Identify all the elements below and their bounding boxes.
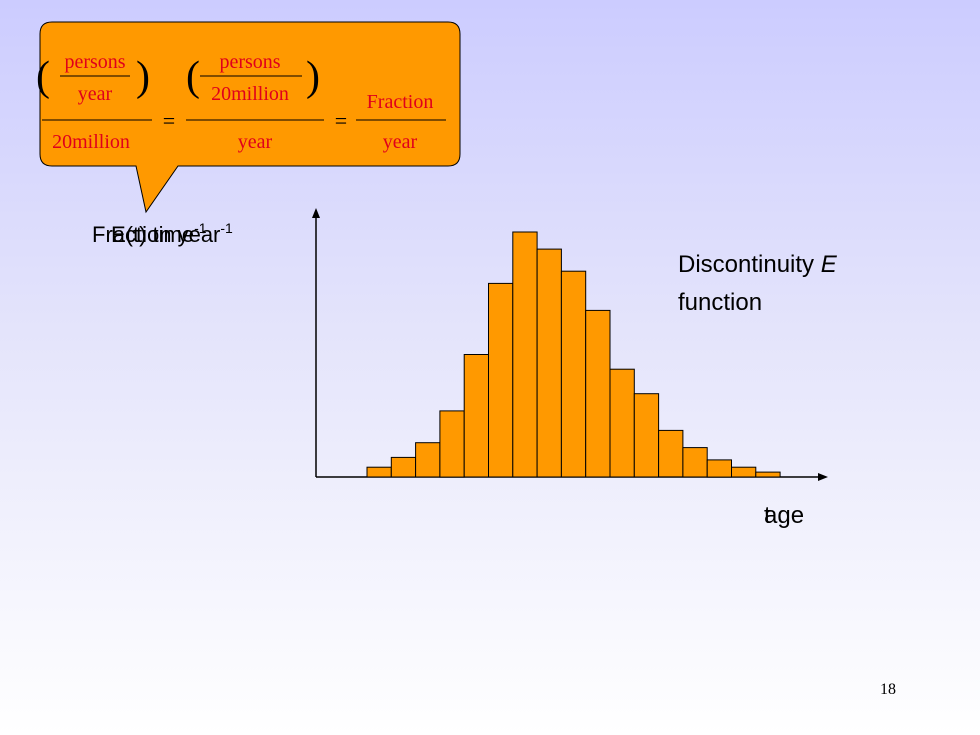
histogram-bar [755,471,781,478]
histogram-bar [512,231,538,478]
callout-shape [39,21,461,214]
fraction-1: ( persons year ) 20million [36,51,152,153]
histogram-bar [488,282,514,478]
histogram-bars [366,231,781,478]
histogram-bar [609,368,635,478]
histogram-bar [536,248,562,478]
discontinuity-note-italic: E [821,251,838,278]
histogram-bar [390,456,417,478]
fraction-2-top-den: 20million [211,83,289,105]
fraction-1-den: 20million [52,131,130,153]
fraction-1-top-num: persons [64,51,125,73]
paren-right-1: ) [136,54,150,100]
y-axis-label-et-exp: -1 [194,220,207,236]
fraction-3: Fraction year [356,91,446,153]
equals-2: = [335,108,347,133]
histogram-bar [415,442,441,478]
paren-right-2: ) [306,54,320,100]
fraction-2: ( persons 20million ) year [186,51,324,153]
y-axis-label-et: E(t) time-1 [111,220,207,247]
histogram-bar [585,309,611,478]
histogram-bar [706,459,733,478]
y-axis-label-fraction: Fraction year-1 [92,220,233,247]
fraction-3-den: year [383,131,418,153]
histogram-bar [439,410,465,478]
histogram-bar [366,466,392,478]
x-axis-label-t: t [764,502,771,529]
page-number: 18 [880,681,896,698]
fraction-3-num: Fraction [367,91,434,113]
histogram-bar [633,393,660,478]
x-axis-arrowhead [818,473,828,481]
y-axis-label-fraction-text: Fraction year [92,222,220,247]
discontinuity-note-line1: Discontinuity E [678,251,838,278]
y-axis-arrowhead [312,208,320,218]
paren-left-2: ( [186,54,200,100]
equals-1: = [163,108,175,133]
y-axis-label-fraction-exp: -1 [220,220,233,236]
x-axis-label-age: age [764,502,804,529]
fraction-2-top-num: persons [219,51,280,73]
equation-callout: ( persons year ) 20million = ( persons 2… [36,21,461,214]
paren-left-1: ( [36,54,50,100]
histogram-bar [658,429,684,478]
histogram-bar [731,466,757,478]
histogram-bar [682,447,708,478]
discontinuity-note-text: Discontinuity [678,251,821,278]
histogram-bar [560,270,587,478]
fraction-2-den: year [238,131,273,153]
y-axis-label-et-text: E(t) time [111,222,194,247]
fraction-1-top-den: year [78,83,113,105]
discontinuity-note-line2: function [678,289,762,316]
histogram-bar [463,354,490,478]
